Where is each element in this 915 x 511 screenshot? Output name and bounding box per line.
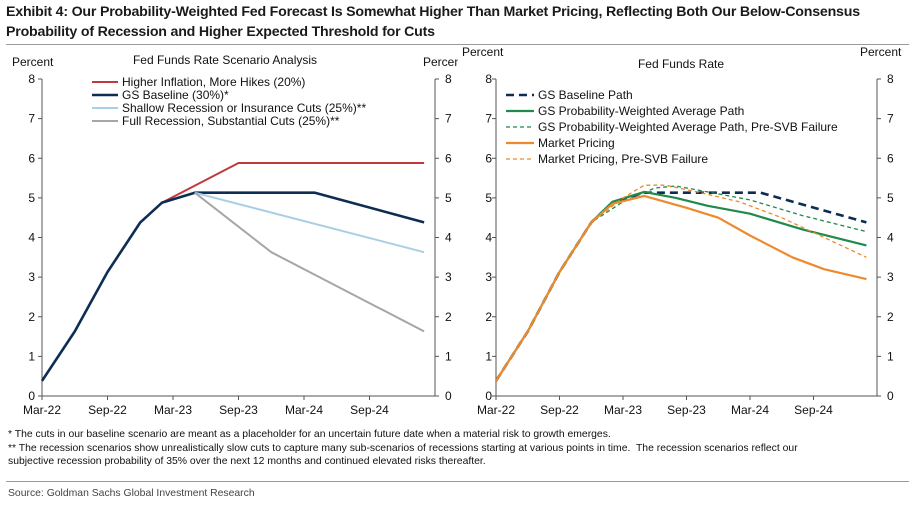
y-tick-label-left: 8 bbox=[28, 72, 35, 86]
legend-label: Market Pricing bbox=[538, 136, 615, 150]
legend-label: Full Recession, Substantial Cuts (25%)** bbox=[122, 114, 340, 128]
x-tick-label: Sep-24 bbox=[794, 403, 833, 417]
y-tick-label-right: 2 bbox=[445, 310, 452, 324]
y-tick-label-right: 7 bbox=[445, 112, 452, 126]
legend-label: Market Pricing, Pre-SVB Failure bbox=[538, 152, 708, 166]
legend-label: GS Probability-Weighted Average Path bbox=[538, 104, 744, 118]
footnote-1: * The cuts in our baseline scenario are … bbox=[8, 429, 611, 440]
series-line-5 bbox=[495, 184, 867, 382]
y-tick-label-left: 7 bbox=[485, 112, 492, 126]
y-tick-label-right: 5 bbox=[887, 191, 894, 205]
y-tick-label-right: 1 bbox=[887, 349, 894, 363]
y-tick-label-right: 5 bbox=[445, 191, 452, 205]
y-tick-label-left: 2 bbox=[485, 310, 492, 324]
exhibit-title-line-1: Exhibit 4: Our Probability-Weighted Fed … bbox=[6, 4, 860, 20]
y-tick-label-left: 6 bbox=[28, 151, 35, 165]
series-line-4 bbox=[194, 191, 425, 333]
title-divider bbox=[6, 44, 909, 45]
x-tick-label: Mar-24 bbox=[285, 403, 323, 417]
footnote-2-continued: subjective recession probability of 35% … bbox=[8, 456, 486, 467]
series-line-2 bbox=[40, 191, 425, 382]
y-tick-label-right: 0 bbox=[887, 389, 894, 403]
exhibit-title-line-2: Probability of Recession and Higher Expe… bbox=[6, 24, 435, 40]
series-line-1 bbox=[161, 162, 425, 204]
y-tick-label-right: 2 bbox=[887, 310, 894, 324]
legend-label: Shallow Recession or Insurance Cuts (25%… bbox=[122, 101, 366, 115]
y-tick-label-right: 0 bbox=[445, 389, 452, 403]
x-tick-label: Sep-23 bbox=[667, 403, 706, 417]
y-tick-label-left: 0 bbox=[485, 389, 492, 403]
y-axis-label-left: Percent bbox=[462, 46, 504, 59]
scenario-analysis-chart: 0 0 1 1 2 2 3 3 4 4 5 5 6 6 7 7 8 8 Mar-22 Sep-22 Mar-23 Sep-… bbox=[12, 53, 458, 417]
series-line-4 bbox=[495, 194, 867, 382]
exhibit-title: Exhibit 4: Our Probability-Weighted Fed … bbox=[6, 2, 911, 42]
chart-title: Fed Funds Rate Scenario Analysis bbox=[133, 53, 317, 67]
fed-funds-rate-chart: 0 0 1 1 2 2 3 3 4 4 5 5 6 6 7 7 8 8 Mar-22 Sep-22 Mar-23 Sep-… bbox=[462, 46, 902, 417]
x-tick-label: Sep-22 bbox=[540, 403, 579, 417]
x-tick-label: Sep-22 bbox=[88, 403, 127, 417]
legend-label: GS Probability-Weighted Average Path, Pr… bbox=[538, 120, 838, 134]
series-line-3 bbox=[194, 191, 425, 254]
y-tick-label-right: 7 bbox=[887, 112, 894, 126]
y-tick-label-right: 6 bbox=[887, 151, 894, 165]
y-tick-label-left: 4 bbox=[485, 231, 492, 245]
legend-label: Higher Inflation, More Hikes (20%) bbox=[122, 75, 305, 89]
y-tick-label-left: 6 bbox=[485, 151, 492, 165]
footnote-2: ** The recession scenarios show unrealis… bbox=[8, 442, 798, 454]
y-tick-label-left: 0 bbox=[28, 389, 35, 403]
y-tick-label-left: 1 bbox=[28, 349, 35, 363]
footer-divider bbox=[6, 481, 909, 482]
x-tick-label: Mar-22 bbox=[23, 403, 61, 417]
source-note: Source: Goldman Sachs Global Investment … bbox=[8, 488, 255, 499]
footnotes: * The cuts in our baseline scenario are … bbox=[8, 428, 908, 469]
x-tick-label: Mar-24 bbox=[731, 403, 769, 417]
y-tick-label-right: 4 bbox=[887, 231, 894, 245]
y-tick-label-left: 3 bbox=[28, 270, 35, 284]
y-tick-label-right: 3 bbox=[445, 270, 452, 284]
chart-title: Fed Funds Rate bbox=[638, 57, 724, 71]
y-tick-label-left: 5 bbox=[28, 191, 35, 205]
x-tick-label: Sep-23 bbox=[219, 403, 258, 417]
y-tick-label-left: 1 bbox=[485, 349, 492, 363]
y-tick-label-right: 6 bbox=[445, 151, 452, 165]
series-line-3 bbox=[495, 185, 867, 382]
y-tick-label-left: 2 bbox=[28, 310, 35, 324]
y-tick-label-left: 4 bbox=[28, 231, 35, 245]
y-axis-label-right: Percent bbox=[860, 46, 902, 59]
y-axis-label-left: Percent bbox=[12, 55, 54, 69]
y-tick-label-right: 4 bbox=[445, 231, 452, 245]
y-tick-label-left: 3 bbox=[485, 270, 492, 284]
y-tick-label-right: 8 bbox=[445, 72, 452, 86]
x-tick-label: Mar-23 bbox=[604, 403, 642, 417]
y-tick-label-left: 5 bbox=[485, 191, 492, 205]
x-tick-label: Mar-23 bbox=[154, 403, 192, 417]
y-tick-label-right: 1 bbox=[445, 349, 452, 363]
legend-label: GS Baseline Path bbox=[538, 88, 633, 102]
y-tick-label-left: 7 bbox=[28, 112, 35, 126]
legend-label: GS Baseline (30%)* bbox=[122, 88, 229, 102]
x-tick-label: Sep-24 bbox=[350, 403, 389, 417]
y-tick-label-left: 8 bbox=[485, 72, 492, 86]
x-tick-label: Mar-22 bbox=[477, 403, 515, 417]
y-tick-label-right: 8 bbox=[887, 72, 894, 86]
y-axis-label-right: Percent bbox=[423, 55, 458, 69]
y-tick-label-right: 3 bbox=[887, 270, 894, 284]
